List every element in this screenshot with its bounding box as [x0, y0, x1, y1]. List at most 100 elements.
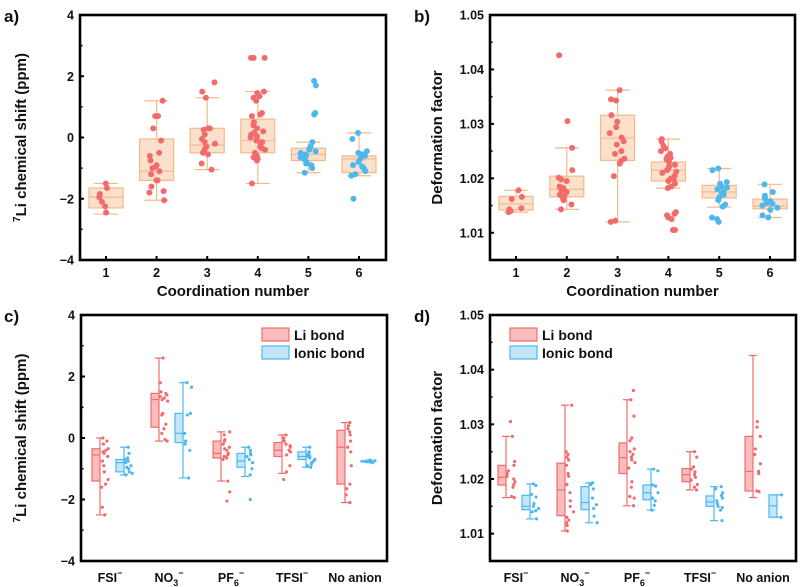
data-point — [228, 490, 232, 494]
plot-frame — [78, 13, 388, 262]
data-point — [667, 154, 674, 161]
data-point — [565, 529, 569, 533]
x-tick-label: 5 — [305, 266, 312, 280]
box-plot — [580, 481, 599, 525]
data-point — [248, 113, 255, 120]
legend-label: Li bond — [542, 327, 593, 343]
data-point — [160, 413, 164, 417]
data-point — [613, 97, 620, 104]
data-point — [761, 192, 768, 199]
data-point — [565, 521, 569, 525]
data-point — [348, 421, 352, 425]
box-plot — [290, 77, 326, 176]
data-point — [569, 167, 576, 174]
data-point — [228, 430, 232, 434]
data-point — [513, 480, 517, 484]
data-point — [250, 154, 257, 161]
data-point — [695, 488, 699, 492]
data-point — [590, 496, 595, 500]
y-tick-label: 1.03 — [460, 418, 484, 432]
data-point — [657, 148, 664, 155]
data-point — [261, 54, 268, 61]
data-point — [671, 161, 678, 168]
legend: Li bond Ionic bond — [509, 327, 613, 361]
data-point — [664, 185, 671, 192]
data-point — [534, 495, 538, 499]
data-point — [591, 487, 595, 491]
data-point — [513, 459, 517, 464]
x-tick-label-base: TFSI — [276, 571, 303, 585]
data-point — [595, 521, 599, 525]
x-tick-label: PF6− — [624, 568, 650, 587]
data-point — [568, 201, 575, 208]
data-point — [616, 87, 623, 94]
data-point — [146, 189, 153, 196]
legend-swatch-ionic-bond — [509, 345, 538, 360]
data-point — [159, 97, 166, 104]
data-point — [152, 113, 159, 120]
box-plot — [599, 87, 636, 225]
data-point — [146, 152, 153, 159]
data-point — [518, 193, 525, 200]
data-point — [355, 159, 362, 165]
box-iqr — [497, 464, 507, 486]
y-axis-title-text: Li chemical shift (ppm) — [13, 354, 30, 517]
box-iqr — [150, 392, 160, 428]
box-iqr — [212, 440, 222, 459]
box-plot — [150, 356, 170, 443]
box-iqr — [91, 448, 101, 482]
data-point — [309, 165, 316, 172]
data-point — [650, 508, 654, 512]
data-point — [284, 433, 288, 437]
data-point — [100, 505, 104, 509]
y-tick-label: 1.05 — [460, 9, 484, 23]
data-point — [665, 178, 672, 185]
data-point — [344, 493, 348, 497]
data-point — [355, 129, 362, 136]
y-tick-label: 4 — [67, 9, 74, 23]
data-point — [632, 496, 636, 500]
y-axis-title: Deformation factor — [429, 371, 446, 505]
data-point — [349, 136, 356, 143]
data-point — [306, 145, 313, 152]
data-point — [105, 439, 109, 443]
data-point — [282, 477, 286, 482]
data-point — [248, 180, 255, 187]
data-point — [753, 452, 757, 456]
data-point — [102, 203, 109, 210]
panel-label: c) — [4, 307, 19, 326]
data-point — [284, 442, 288, 446]
data-point — [103, 482, 108, 486]
data-point — [719, 485, 723, 489]
data-point — [159, 390, 163, 394]
box-plot — [115, 445, 134, 477]
data-point — [201, 139, 208, 146]
data-point — [692, 473, 697, 477]
data-point — [126, 459, 130, 463]
x-tick-label-superscript: − — [584, 568, 589, 578]
data-point — [106, 454, 110, 459]
x-tick-label-base: NO — [560, 571, 579, 585]
data-point — [512, 482, 516, 487]
data-point — [632, 414, 636, 418]
data-point — [662, 145, 669, 152]
data-point — [226, 453, 230, 457]
data-point — [556, 52, 563, 59]
data-point — [592, 514, 596, 518]
x-tick-label-superscript: − — [117, 568, 122, 578]
data-point — [161, 356, 165, 360]
data-point — [311, 111, 318, 118]
data-point — [560, 197, 567, 204]
box-plot — [88, 180, 124, 216]
data-point — [569, 144, 576, 151]
data-point — [346, 445, 350, 449]
data-point — [350, 162, 357, 169]
data-point — [673, 168, 680, 175]
x-tick-label-superscript: − — [178, 568, 183, 578]
data-point — [764, 199, 771, 206]
x-tick-label-subscript: 6 — [234, 578, 239, 587]
data-point — [103, 185, 110, 192]
data-point — [362, 168, 369, 175]
x-tick-label: 4 — [665, 266, 672, 280]
